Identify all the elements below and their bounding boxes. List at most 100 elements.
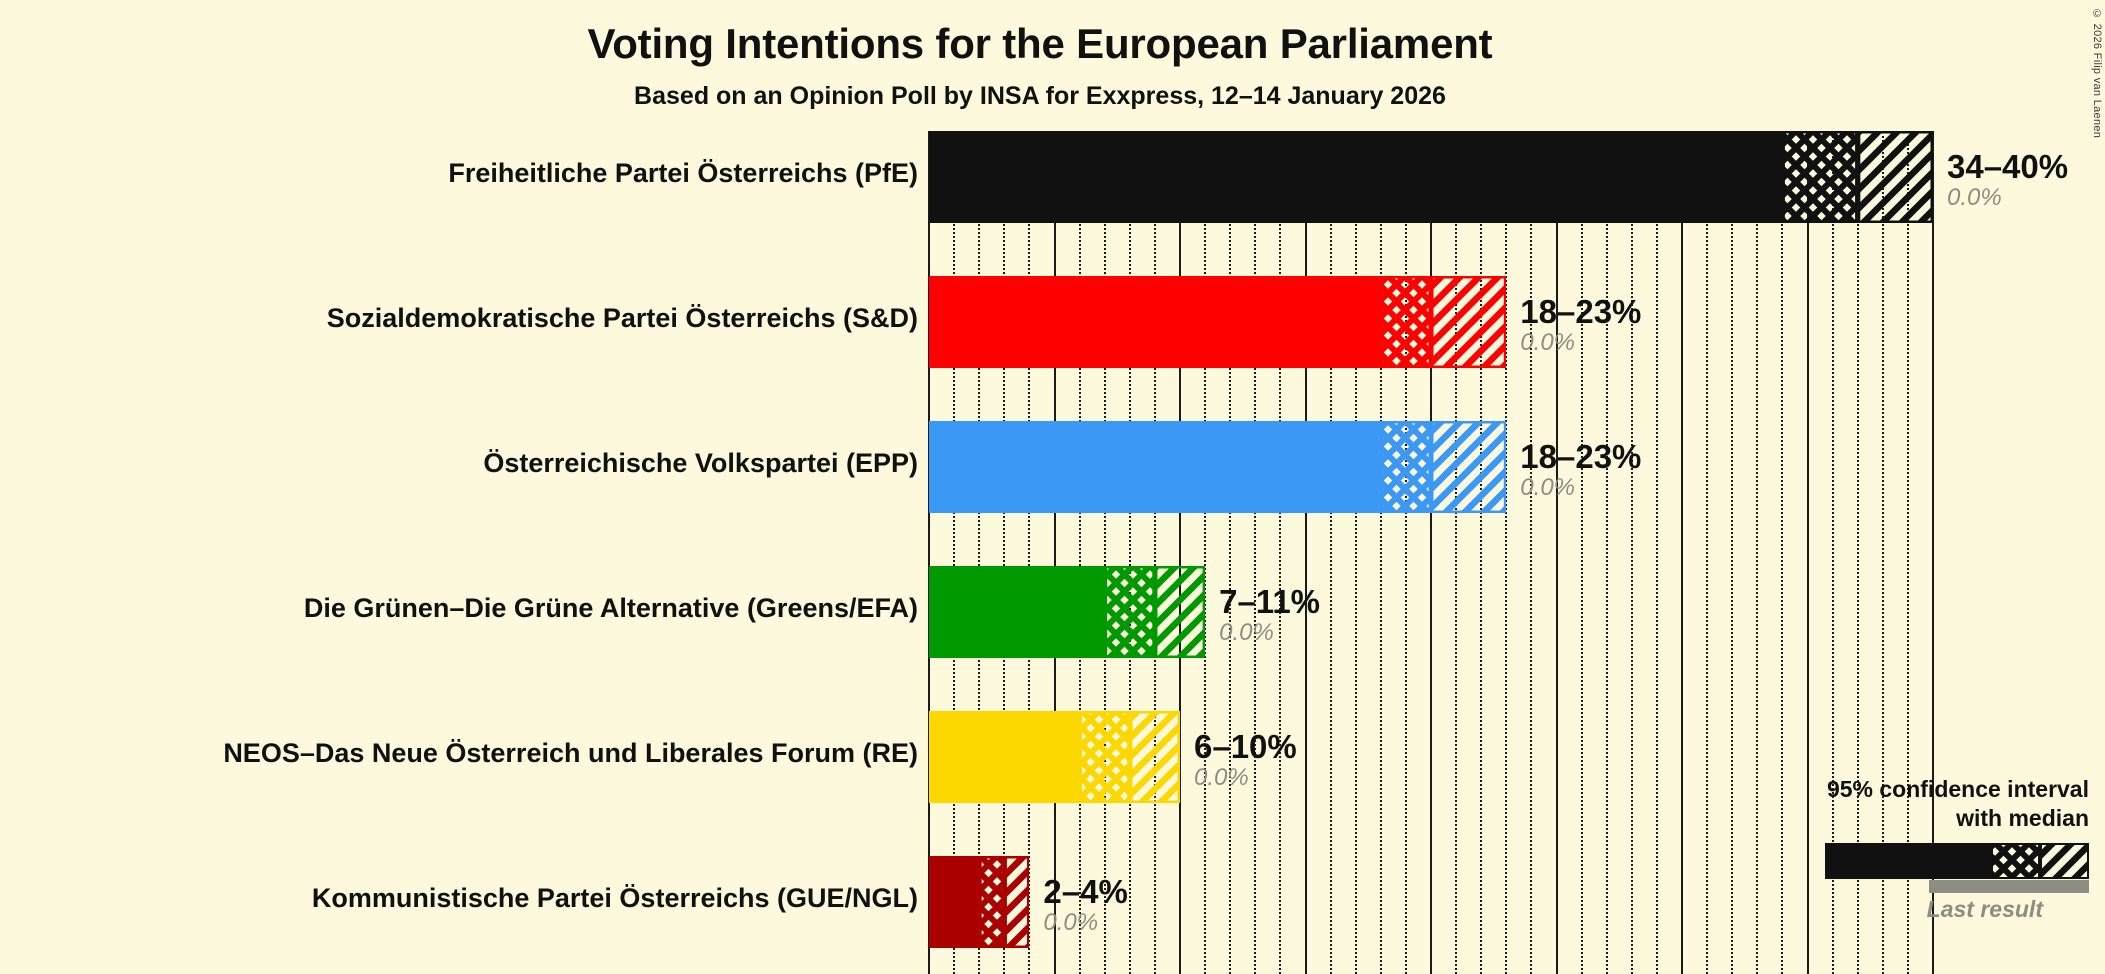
gridline-minor xyxy=(1404,131,1409,974)
gridline-minor xyxy=(1003,131,1007,974)
gridline-minor xyxy=(1881,131,1886,974)
bar-segment-crosshatch xyxy=(1102,566,1158,658)
legend-title: 95% confidence interval with median xyxy=(1669,775,2089,833)
gridline-minor xyxy=(1831,131,1836,974)
party-label: Die Grünen–Die Grüne Alternative (Greens… xyxy=(303,593,918,623)
gridline-minor xyxy=(1630,131,1635,974)
bar-last-result: 0.0% xyxy=(1219,618,1274,646)
gridline-minor xyxy=(1103,131,1108,974)
bar-last-result: 0.0% xyxy=(1043,908,1099,936)
confidence-interval-bar xyxy=(929,276,1507,368)
bar-value-block: 2–4% 0.0% xyxy=(1043,873,1128,936)
confidence-interval-bar xyxy=(929,421,1507,513)
confidence-interval-bar xyxy=(929,711,1180,803)
legend-last-result-label: Last result xyxy=(1926,895,2043,922)
bar-segment-solid xyxy=(929,711,1080,803)
gridline-minor xyxy=(1078,131,1083,974)
bar-value-block: 7–11% 0.0% xyxy=(1219,583,1321,646)
party-label: Sozialdemokratische Partei Österreichs (… xyxy=(326,303,918,333)
bar-segment-crosshatch xyxy=(1378,421,1434,513)
page-title: Voting Intentions for the European Parli… xyxy=(587,20,1493,67)
bar-value-block: 34–40% 0.0% xyxy=(1947,148,2069,211)
gridline-major xyxy=(928,131,930,974)
gridline-major xyxy=(1430,131,1432,974)
bar-segment-crosshatch xyxy=(1077,711,1133,803)
confidence-interval-bar xyxy=(929,131,1933,223)
gridline-major xyxy=(1179,131,1181,974)
legend-title-line1: 95% confidence interval xyxy=(1826,776,2089,802)
bar-value-range: 18–23% xyxy=(1520,293,1642,330)
bar-segment-diagonal xyxy=(1127,711,1180,803)
gridline-minor xyxy=(953,131,957,974)
gridline-minor xyxy=(1505,131,1509,974)
bar-value-range: 34–40% xyxy=(1947,148,2069,185)
bar-segment-crosshatch xyxy=(1378,276,1434,368)
bar-segment-diagonal xyxy=(1152,566,1206,658)
gridline-minor xyxy=(1204,131,1208,974)
bar-segment-crosshatch xyxy=(1779,131,1861,223)
bar-segment-diagonal xyxy=(1001,856,1030,948)
bar-segment-diagonal xyxy=(1428,421,1507,513)
gridline-minor xyxy=(1254,131,1258,974)
party-label: NEOS–Das Neue Österreich und Liberales F… xyxy=(223,738,918,768)
gridline-minor xyxy=(1354,131,1359,974)
gridline-minor xyxy=(1906,131,1911,974)
legend-title-line2: with median xyxy=(1956,804,2089,831)
bar-last-result: 0.0% xyxy=(1194,763,1249,791)
confidence-interval-bar xyxy=(929,856,1030,948)
gridline-major xyxy=(1932,131,1934,974)
gridline-minor xyxy=(1530,131,1534,974)
gridline-minor xyxy=(1455,131,1459,974)
bar-value-range: 2–4% xyxy=(1043,873,1128,910)
bar-segment-solid xyxy=(929,856,980,948)
bar-value-range: 18–23% xyxy=(1520,438,1642,475)
gridline-minor xyxy=(1379,131,1384,974)
gridline-minor xyxy=(1028,131,1032,974)
bar-last-result: 0.0% xyxy=(1520,473,1575,501)
bar-value-block: 18–23% 0.0% xyxy=(1520,293,1642,356)
bar-segment-diagonal xyxy=(1428,276,1507,368)
legend-segment-solid xyxy=(1825,842,1991,879)
chart-subtitle: Based on an Opinion Poll by INSA for Exx… xyxy=(634,82,1446,110)
bar-segment-solid xyxy=(929,421,1381,513)
gridline-major xyxy=(1304,131,1307,974)
gridline-major xyxy=(1555,131,1558,974)
gridline-minor xyxy=(1128,131,1133,974)
bar-segment-solid xyxy=(929,131,1783,223)
gridline-minor xyxy=(978,131,982,974)
gridline-major xyxy=(1681,131,1683,974)
legend-segment-crosshatch xyxy=(1989,842,2042,879)
plot-area xyxy=(928,131,1947,974)
copyright-notice: © 2026 Filip van Laenen xyxy=(2091,8,2103,139)
gridline-minor xyxy=(1480,131,1484,974)
gridline-minor xyxy=(1229,131,1233,974)
gridline-minor xyxy=(1279,131,1283,974)
party-label: Freiheitliche Partei Österreichs (PfE) xyxy=(448,158,918,188)
gridline-major xyxy=(1053,131,1056,974)
gridline-minor xyxy=(1706,131,1710,974)
party-label: Kommunistische Partei Österreichs (GUE/N… xyxy=(311,883,918,913)
bar-segment-crosshatch xyxy=(976,856,1007,948)
gridline-minor xyxy=(1756,131,1760,974)
bar-value-block: 18–23% 0.0% xyxy=(1520,438,1642,501)
bar-last-result: 0.0% xyxy=(1520,328,1575,356)
bar-last-result: 0.0% xyxy=(1947,183,2002,211)
legend-swatch-wrap xyxy=(1825,842,2089,879)
gridline-minor xyxy=(1856,131,1861,974)
gridline-minor xyxy=(1731,131,1735,974)
gridline-minor xyxy=(1605,131,1610,974)
bar-segment-diagonal xyxy=(1855,131,1933,223)
gridline-minor xyxy=(1580,131,1585,974)
bar-value-range: 7–11% xyxy=(1219,583,1321,620)
party-label: Österreichische Volkspartei (EPP) xyxy=(483,448,918,478)
legend-segment-diagonal xyxy=(2038,842,2089,879)
bar-segment-solid xyxy=(929,566,1105,658)
gridline-minor xyxy=(1781,131,1785,974)
gridline-major xyxy=(1806,131,1809,974)
chart-legend: 95% confidence interval with median Last… xyxy=(1669,775,2089,923)
bar-segment-solid xyxy=(929,276,1381,368)
confidence-interval-bar xyxy=(929,566,1206,658)
bar-value-block: 6–10% 0.0% xyxy=(1194,729,1297,791)
legend-last-result-swatch xyxy=(1929,879,2089,893)
